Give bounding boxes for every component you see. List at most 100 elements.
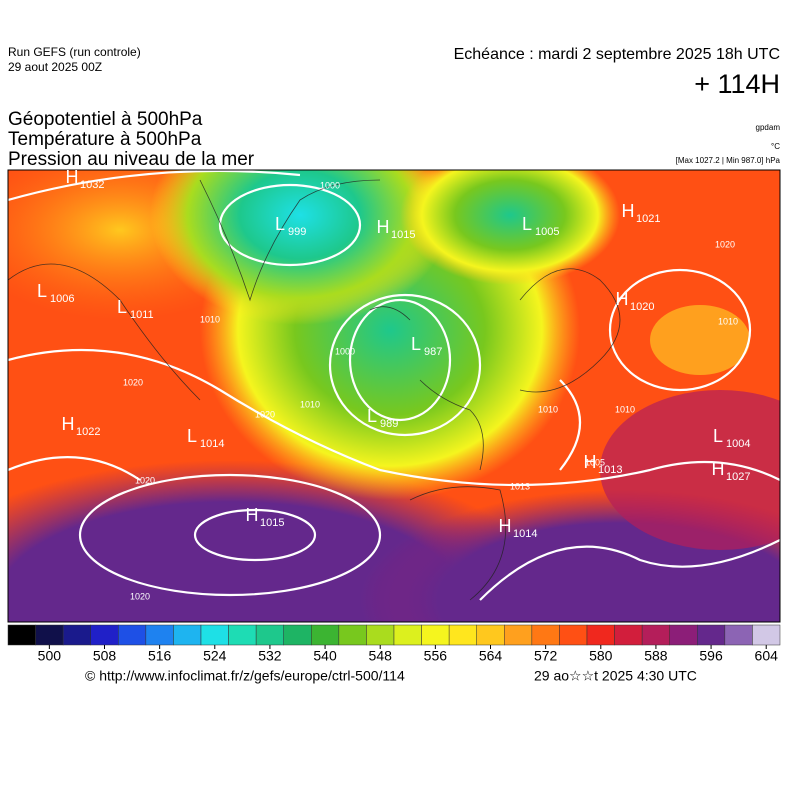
center-letter: H xyxy=(712,459,725,479)
colorbar-label: 556 xyxy=(424,648,448,664)
center-value: 1020 xyxy=(630,301,654,313)
colorbar-cell xyxy=(7,624,36,646)
isobar-label: 1000 xyxy=(320,180,340,190)
colorbar-cell xyxy=(118,624,147,646)
center-value: 987 xyxy=(424,346,442,358)
source-url: © http://www.infoclimat.fr/z/gefs/europe… xyxy=(85,668,405,684)
colorbar-cell xyxy=(35,624,64,646)
isobar-label: 1020 xyxy=(123,377,143,387)
center-value: 1004 xyxy=(726,438,750,450)
valid-time: Echéance : mardi 2 septembre 2025 18h UT… xyxy=(454,46,780,63)
colorbar-label: 580 xyxy=(589,648,613,664)
unit-label: gpdam xyxy=(756,123,781,132)
field-name: Géopotentiel à 500hPa xyxy=(8,109,203,130)
map-field xyxy=(8,170,780,622)
colorbar-cell xyxy=(669,624,698,646)
center-letter: L xyxy=(187,426,197,446)
colorbar-cell xyxy=(255,624,284,646)
center-value: 1015 xyxy=(260,517,284,529)
colorbar-label: 540 xyxy=(313,648,337,664)
center-letter: H xyxy=(246,505,259,525)
colorbar-label: 516 xyxy=(148,648,172,664)
colorbar-cell xyxy=(366,624,395,646)
colorbar-cell xyxy=(476,624,505,646)
center-value: 1015 xyxy=(391,229,415,241)
colorbar-label: 572 xyxy=(534,648,558,664)
center-value: 1013 xyxy=(598,464,622,476)
isobar-label: 1020 xyxy=(130,591,150,601)
colorbar-cell xyxy=(586,624,615,646)
center-letter: L xyxy=(37,281,47,301)
isobar-label: 1010 xyxy=(718,316,738,326)
colorbar-cell xyxy=(200,624,229,646)
isobar-label: 1020 xyxy=(135,475,155,485)
center-letter: H xyxy=(62,414,75,434)
colorbar-cell xyxy=(752,624,781,646)
colorbar-cell xyxy=(531,624,560,646)
center-letter: L xyxy=(367,406,377,426)
colorbar-cell xyxy=(338,624,367,646)
center-letter: L xyxy=(275,214,285,234)
colorbar-cell xyxy=(62,624,91,646)
center-value: 1027 xyxy=(726,471,750,483)
colorbar-cell xyxy=(90,624,119,646)
colorbar-label: 508 xyxy=(93,648,117,664)
center-letter: H xyxy=(66,167,79,187)
center-letter: L xyxy=(117,297,127,317)
isobar-label: 1020 xyxy=(255,409,275,419)
colorbar-label: 524 xyxy=(203,648,227,664)
center-letter: L xyxy=(713,426,723,446)
isobar-label: 1010 xyxy=(538,404,558,414)
center-value: 999 xyxy=(288,226,306,238)
colorbar-cell xyxy=(448,624,477,646)
center-letter: H xyxy=(584,452,597,472)
isobar-label: 1010 xyxy=(300,399,320,409)
colorbar-cell xyxy=(145,624,174,646)
center-value: 1021 xyxy=(636,213,660,225)
isobar-label: 1010 xyxy=(615,404,635,414)
colorbar-cell xyxy=(173,624,202,646)
colorbar-label: 604 xyxy=(755,648,779,664)
run-label: Run GEFS (run controle) xyxy=(8,45,141,59)
center-letter: H xyxy=(616,289,629,309)
colorbar-label: 532 xyxy=(258,648,282,664)
colorbar-label: 548 xyxy=(369,648,393,664)
colorbar-cell xyxy=(724,624,753,646)
map-frame xyxy=(7,169,781,623)
unit-label: °C xyxy=(771,142,780,151)
colorbar-cell xyxy=(559,624,588,646)
isobar-label: 1005 xyxy=(585,457,605,467)
field-name: Température à 500hPa xyxy=(8,129,202,150)
center-letter: H xyxy=(377,217,390,237)
center-value: 1014 xyxy=(200,438,224,450)
lead-time: + 114H xyxy=(694,69,780,99)
center-value: 989 xyxy=(380,418,398,430)
run-date: 29 aout 2025 00Z xyxy=(8,60,102,74)
center-letter: H xyxy=(622,201,635,221)
colorbar-label: 564 xyxy=(479,648,503,664)
colorbar-cell xyxy=(697,624,726,646)
colorbar-label: 500 xyxy=(38,648,62,664)
isobar-label: 1013 xyxy=(510,481,530,491)
center-value: 1022 xyxy=(76,426,100,438)
colorbar-label: 588 xyxy=(644,648,668,664)
center-value: 1005 xyxy=(535,226,559,238)
colorbar-cell xyxy=(421,624,450,646)
isobar-label: 1010 xyxy=(200,314,220,324)
center-value: 1006 xyxy=(50,293,74,305)
center-letter: L xyxy=(411,334,421,354)
colorbar-cell xyxy=(393,624,422,646)
colorbar-cell xyxy=(228,624,257,646)
unit-label: [Max 1027.2 | Min 987.0] hPa xyxy=(676,156,781,165)
center-letter: H xyxy=(499,516,512,536)
issue-date: 29 ao☆☆t 2025 4:30 UTC xyxy=(534,668,697,684)
isobar-label: 1000 xyxy=(335,346,355,356)
center-value: 1032 xyxy=(80,179,104,191)
field-name: Pression au niveau de la mer xyxy=(8,149,255,170)
center-value: 1011 xyxy=(130,309,154,321)
isobar-label: 1020 xyxy=(715,239,735,249)
colorbar-cell xyxy=(311,624,340,646)
colorbar-cell xyxy=(504,624,533,646)
center-letter: L xyxy=(522,214,532,234)
